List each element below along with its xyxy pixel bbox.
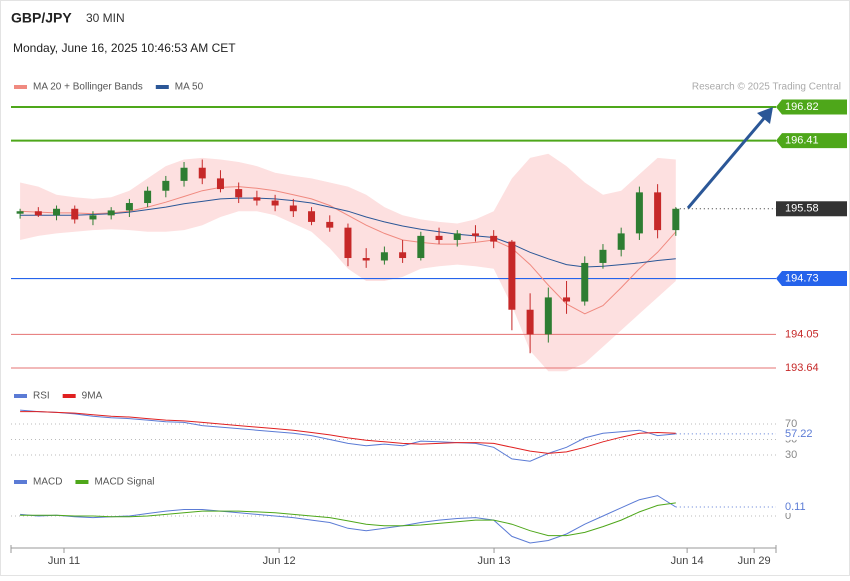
- legend-label: MA 20 + Bollinger Bands: [33, 82, 143, 93]
- candle-body: [71, 208, 79, 220]
- indicator-line: [20, 409, 676, 462]
- candle-body: [216, 178, 224, 190]
- timeframe: 30 MIN: [86, 11, 125, 25]
- candle-body: [198, 167, 206, 179]
- legend-swatch: [14, 480, 27, 484]
- legend-swatch: [155, 85, 169, 89]
- legend-swatch: [75, 480, 89, 484]
- legend-label: MACD Signal: [94, 477, 154, 488]
- x-tick-label: Jun 29: [738, 555, 771, 567]
- forecast-arrow: [686, 115, 768, 209]
- y-tick-label: 0: [785, 510, 791, 522]
- candle-body: [235, 189, 243, 198]
- candle-body: [362, 258, 370, 261]
- candle-body: [344, 227, 352, 259]
- x-tick-label: Jun 11: [48, 555, 80, 567]
- candle-body: [271, 200, 279, 206]
- legend-swatch: [14, 85, 27, 89]
- candle-body: [144, 190, 152, 204]
- candle-body: [435, 235, 443, 240]
- indicator-line: [20, 502, 676, 537]
- candle-body: [180, 167, 188, 181]
- candle-body: [544, 297, 552, 335]
- level-tag-label: 196.82: [785, 101, 819, 113]
- candle-body: [89, 215, 97, 220]
- legend-label: MACD: [33, 477, 62, 488]
- candle-body: [125, 203, 133, 211]
- candle-body: [471, 233, 479, 236]
- candle-body: [34, 211, 42, 216]
- candle-body: [581, 262, 589, 302]
- price-tag: [776, 201, 847, 217]
- candle-body: [399, 252, 407, 259]
- timestamp: Monday, June 16, 2025 10:46:53 AM CET: [13, 41, 236, 55]
- level-label: 194.05: [785, 328, 819, 340]
- candle-body: [308, 211, 316, 222]
- candle-body: [490, 235, 498, 242]
- candle-body: [107, 210, 115, 216]
- indicator-line: [20, 411, 676, 454]
- candle-body: [53, 208, 61, 216]
- candle-body: [617, 233, 625, 250]
- legend-swatch: [14, 394, 27, 398]
- credit: Research © 2025 Trading Central: [692, 82, 841, 93]
- legend-label: MA 50: [175, 82, 204, 93]
- candle-body: [162, 180, 170, 191]
- candle-body: [635, 192, 643, 234]
- current-value-label: 0.11: [785, 501, 806, 513]
- legend-label: 9MA: [82, 391, 103, 402]
- candle-body: [453, 233, 461, 240]
- forecast-arrowhead: [757, 107, 773, 124]
- y-tick-label: 30: [785, 449, 797, 461]
- legend-swatch: [62, 394, 76, 398]
- x-tick-label: Jun 13: [478, 555, 511, 567]
- indicator-line: [20, 495, 677, 544]
- level-tag-label: 194.73: [785, 272, 819, 284]
- chart-title: GBP/JPY: [11, 10, 72, 26]
- candle-body: [289, 205, 297, 212]
- current-value-label: 57.22: [785, 428, 813, 440]
- candle-body: [599, 249, 607, 263]
- y-tick-label: 70: [785, 418, 797, 430]
- x-tick-label: Jun 12: [263, 555, 296, 567]
- candle-body: [563, 297, 571, 302]
- candle-body: [672, 208, 680, 231]
- candle-body: [654, 192, 662, 231]
- candle-body: [380, 252, 388, 261]
- level-tag: [776, 99, 847, 115]
- candle-body: [326, 221, 334, 228]
- level-label: 193.64: [785, 362, 819, 374]
- legend-label: RSI: [33, 391, 50, 402]
- price-tag-label: 195.58: [785, 203, 819, 215]
- candle-body: [508, 241, 516, 310]
- value-label-bg: [782, 501, 822, 514]
- level-tag-label: 196.41: [785, 135, 819, 147]
- value-label-bg: [782, 427, 822, 440]
- candle-body: [526, 309, 534, 335]
- level-tag: [776, 133, 847, 149]
- candle-body: [417, 235, 425, 259]
- x-tick-label: Jun 14: [671, 555, 704, 567]
- candle-body: [253, 197, 261, 201]
- candle-body: [16, 211, 24, 214]
- level-tag: [776, 271, 847, 287]
